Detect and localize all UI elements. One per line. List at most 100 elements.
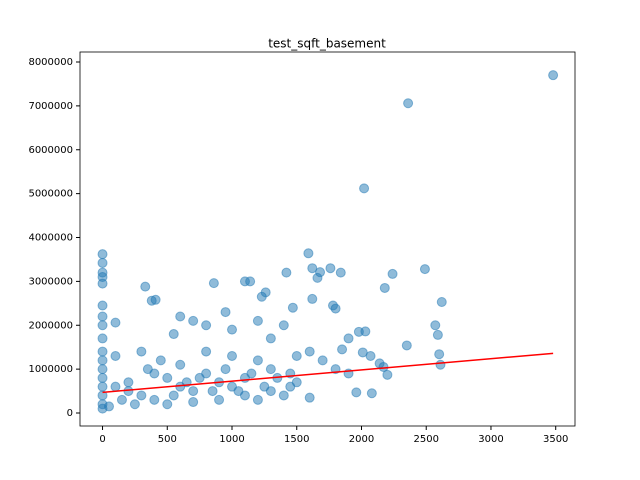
scatter-point [278,390,289,401]
scatter-point [382,369,393,380]
scatter-point [265,364,276,375]
scatter-point [97,355,108,366]
scatter-point [419,264,430,275]
scatter-point [359,183,370,194]
scatter-point [220,364,231,375]
scatter-point [116,394,127,405]
scatter-point [430,320,441,331]
scatter-point [104,401,115,412]
scatter-point [337,344,348,355]
scatter-point [155,355,166,366]
scatter-point [252,355,263,366]
scatter-point [401,340,412,351]
scatter-point [304,392,315,403]
scatter-point [214,394,225,405]
scatter-point [110,350,121,361]
scatter-point [435,359,446,370]
scatter-point [307,263,318,274]
x-tick-label: 2000 [349,434,374,445]
scatter-point [246,368,257,379]
scatter-point [168,390,179,401]
scatter-point [162,399,173,410]
scatter-point [351,387,362,398]
scatter-point [387,268,398,279]
scatter-point [330,303,341,314]
scatter-point [252,315,263,326]
y-tick-label: 4000000 [28,233,73,244]
scatter-point [227,324,238,335]
scatter-point [97,333,108,344]
scatter-point [325,263,336,274]
scatter-point [140,281,151,292]
scatter-point [366,388,377,399]
scatter-point [129,399,140,410]
scatter-point [256,291,267,302]
y-tick-label: 1000000 [28,364,73,375]
scatter-point [97,311,108,322]
scatter-point [403,98,414,109]
x-tick-label: 3500 [543,434,568,445]
y-tick-label: 7000000 [28,101,73,112]
scatter-point [110,317,121,328]
scatter-point [548,70,559,81]
scatter-point [136,390,147,401]
scatter-point [252,394,263,405]
scatter-point [97,364,108,375]
scatter-point [162,372,173,383]
x-tick-label: 500 [158,434,177,445]
scatter-point [175,311,186,322]
scatter-point [291,350,302,361]
scatter-point [97,320,108,331]
scatter-point [317,355,328,366]
scatter-point [142,364,153,375]
scatter-point [194,372,205,383]
scatter-point [123,377,134,388]
scatter-point [188,315,199,326]
y-tick-label: 0 [67,408,73,419]
scatter-point [207,386,218,397]
scatter-point [233,386,244,397]
scatter-point [97,249,108,260]
scatter-point [97,257,108,268]
scatter-point [110,381,121,392]
x-tick-label: 1000 [219,434,244,445]
scatter-point [259,381,270,392]
scatter-point [379,282,390,293]
y-tick-label: 8000000 [28,57,73,68]
scatter-point [357,347,368,358]
scatter-point [265,333,276,344]
scatter-point [150,294,161,305]
scatter-point [97,346,108,357]
scatter-point [287,302,298,313]
scatter-point [188,386,199,397]
x-tick-label: 1500 [284,434,309,445]
x-tick-label: 2500 [414,434,439,445]
scatter-point [149,394,160,405]
plot-frame [79,51,576,427]
scatter-point [432,329,443,340]
scatter-point [168,329,179,340]
y-tick-label: 3000000 [28,276,73,287]
scatter-point [97,300,108,311]
scatter-point [97,278,108,289]
scatter-point [304,346,315,357]
scatter-point [208,278,219,289]
scatter-point [285,381,296,392]
scatter-point [136,346,147,357]
y-tick-label: 5000000 [28,189,73,200]
scatter-point [97,381,108,392]
scatter-point [343,333,354,344]
scatter-point [434,349,445,360]
scatter-point [227,350,238,361]
scatter-point [436,297,447,308]
chart-title: test_sqft_basement [268,37,386,51]
y-tick-label: 2000000 [28,320,73,331]
scatter-point [312,272,323,283]
x-tick-label: 3000 [478,434,503,445]
scatter-point [201,346,212,357]
scatter-point [220,307,231,318]
x-tick-label: 0 [99,434,105,445]
scatter-point [360,326,371,337]
